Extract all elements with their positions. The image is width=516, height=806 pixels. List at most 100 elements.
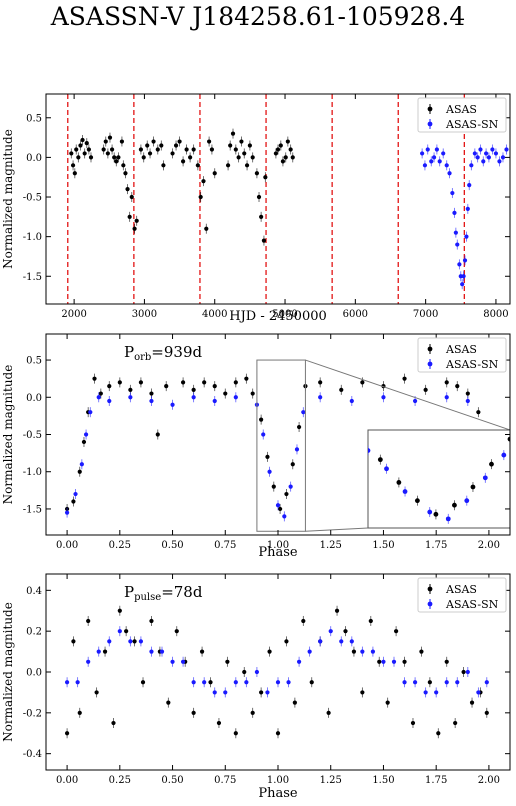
series-1-point xyxy=(465,206,470,212)
x-tick-label: 0.25 xyxy=(109,540,131,551)
series-0-point xyxy=(453,720,458,726)
series-0-point xyxy=(402,659,407,664)
series-0-point xyxy=(265,454,270,459)
legend-box xyxy=(417,97,507,133)
y-tick-label: -1.0 xyxy=(23,232,42,243)
series-1-point xyxy=(497,159,502,164)
series-1-point xyxy=(444,395,449,400)
series-0-point xyxy=(145,143,150,148)
series-1-point xyxy=(233,395,238,400)
series-1-point xyxy=(467,183,472,188)
series-0-point xyxy=(188,155,193,160)
y-tick-label: -0.5 xyxy=(23,193,42,204)
series-1-point xyxy=(296,659,302,664)
series-0-point xyxy=(116,155,121,160)
series-0-point xyxy=(419,649,424,654)
series-0-point xyxy=(394,629,399,634)
series-0-point xyxy=(180,159,186,164)
series-1-point xyxy=(88,410,93,415)
series-1-point xyxy=(149,398,154,404)
series-0-point xyxy=(278,506,283,512)
series-1-point xyxy=(275,680,281,685)
series-1-point xyxy=(486,155,492,160)
series-1-point xyxy=(138,639,144,644)
series-1-point xyxy=(286,680,291,685)
series-1-point xyxy=(469,163,474,168)
y-tick-label: 0.0 xyxy=(26,393,42,404)
series-1-point xyxy=(360,649,365,654)
series-0-point xyxy=(71,499,76,504)
series-1-point xyxy=(483,151,489,156)
y-tick-label: 0.2 xyxy=(26,627,42,638)
series-0-point xyxy=(351,649,357,654)
series-1-point xyxy=(493,151,499,156)
x-tick-label: 1.75 xyxy=(425,775,447,786)
series-1-point xyxy=(328,629,333,634)
y-tick-label: 0.5 xyxy=(26,356,42,367)
series-1-point xyxy=(267,469,272,474)
series-1-point xyxy=(128,395,133,400)
series-0-point xyxy=(223,391,228,396)
series-0-point xyxy=(254,171,260,176)
series-1-point xyxy=(275,503,281,508)
series-1-point xyxy=(484,680,489,685)
series-0-point xyxy=(198,194,203,200)
legend-marker xyxy=(427,346,433,352)
series-0-point xyxy=(208,680,213,685)
series-1-point xyxy=(478,147,483,152)
panel-middle: 0.00 0.25 0.50 0.75 1.00 1.25 1.50 1.75 2.00 0.5 0… xyxy=(1,333,511,560)
series-0-point xyxy=(436,731,441,736)
series-1-point xyxy=(96,649,101,654)
series-1-point xyxy=(75,680,80,685)
series-1-point xyxy=(476,690,481,695)
series-0-point xyxy=(64,731,70,736)
series-1-point xyxy=(455,680,460,685)
series-0-point xyxy=(138,147,144,152)
legend-marker xyxy=(427,106,433,112)
series-1-point xyxy=(457,262,462,267)
series-1-point xyxy=(391,659,397,664)
series-1-point xyxy=(490,147,495,152)
inset-series-1-point xyxy=(368,448,371,453)
series-0-point xyxy=(123,171,128,176)
period-annotation: Ppulse=78d xyxy=(124,583,203,603)
series-0-point xyxy=(124,629,129,634)
series-1-point xyxy=(244,680,249,685)
series-0-point xyxy=(278,143,283,148)
series-0-point xyxy=(72,171,77,176)
panel-top: 2000 3000 4000 5000 6000 7000 8000 0.5 0.0 -0.5 -1… xyxy=(1,93,511,324)
inset-series-0-point xyxy=(489,461,494,467)
series-0-point xyxy=(88,155,94,160)
series-0-point xyxy=(82,151,87,156)
series-1-point xyxy=(452,210,457,215)
series-1-point xyxy=(444,680,449,685)
series-0-point xyxy=(280,159,286,164)
series-1-point xyxy=(460,282,465,287)
series-0-point xyxy=(101,147,106,152)
series-0-point xyxy=(86,147,91,152)
series-0-point xyxy=(166,700,171,705)
series-0-point xyxy=(259,690,264,695)
y-tick-label: -1.0 xyxy=(23,467,42,478)
series-1-point xyxy=(444,163,449,168)
series-1-point xyxy=(294,447,300,452)
series-0-marks xyxy=(69,128,295,246)
zoom-connector xyxy=(305,527,369,532)
inset-series-0-point xyxy=(414,498,420,504)
series-0-point xyxy=(225,163,231,168)
series-1-point xyxy=(402,680,407,685)
x-tick-label: 2000 xyxy=(61,309,86,320)
x-tick-label: 3000 xyxy=(132,309,157,320)
inset-series-0-point xyxy=(377,457,383,463)
y-tick-label: -0.4 xyxy=(23,749,42,760)
inset-series-1-point xyxy=(384,466,389,472)
series-0-point xyxy=(242,669,247,675)
series-1-point xyxy=(288,484,293,489)
series-0-point xyxy=(292,700,297,705)
series-1-point xyxy=(349,639,354,644)
series-0-point xyxy=(134,218,139,223)
series-0-point xyxy=(125,186,130,192)
series-1-point xyxy=(453,230,458,235)
series-0-point xyxy=(233,731,238,736)
panel-bottom: 0.00 0.25 0.50 0.75 1.00 1.25 1.50 1.75 2.00 0.4 0… xyxy=(1,573,511,801)
